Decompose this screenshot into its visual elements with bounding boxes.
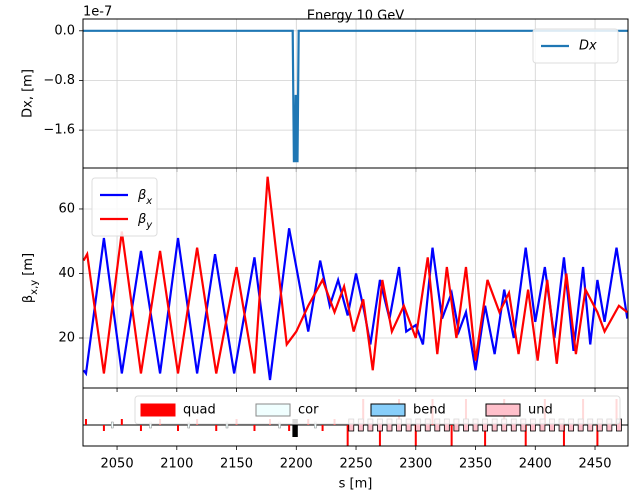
quad [562,425,565,446]
quad [450,425,453,446]
y-tick-label: −1.6 [43,123,75,138]
y-tick-label: 0.0 [54,23,75,38]
legend-swatch [370,403,406,417]
y-axis-label: Dx, [m] [21,69,36,118]
quad [253,425,256,431]
quad [139,425,142,431]
bend [292,419,296,437]
legend-label: βy [137,212,153,231]
x-tick-label: 2100 [160,457,193,472]
bend [294,419,298,437]
quad [414,425,417,446]
quad [484,425,487,446]
y-axis-label: βx,y [m] [21,253,40,303]
offset-text: 1e-7 [83,5,112,20]
axes-frame [82,387,629,447]
x-axis-label: s [m] [339,477,373,492]
legend-box [532,28,619,64]
plot-area [83,176,628,381]
legend-swatch [255,403,291,417]
x-tick-label: 2200 [280,457,313,472]
x-tick-label: 2450 [578,457,611,472]
x-tick-label: 2400 [519,457,552,472]
legend-swatch [140,403,176,417]
quad [215,425,218,431]
quad [120,419,123,425]
quad [596,425,599,446]
quad [102,425,105,431]
legend-label: und [528,403,553,418]
quad [524,425,527,446]
x-tick-label: 2350 [459,457,492,472]
x-tick-label: 2250 [339,457,372,472]
line [83,176,628,374]
quad [321,425,324,431]
plot-area [83,29,628,163]
y-tick-label: 40 [58,266,75,281]
legend-label: quad [183,403,216,418]
quad [288,425,291,431]
legend-box [91,177,158,237]
legend-swatch [485,403,521,417]
legend-label: Dx [579,39,597,54]
line [83,228,628,381]
quad [378,425,381,446]
x-tick-label: 2300 [399,457,432,472]
chart-title: Energy 10 GeV [307,9,404,24]
quad [176,425,179,431]
quad [84,419,87,425]
x-tick-label: 2050 [101,457,134,472]
y-tick-label: 60 [58,201,75,216]
quad [346,425,349,446]
y-tick-label: 20 [58,331,75,346]
line [83,29,628,163]
legend-label: βx [137,188,152,207]
y-tick-label: −0.8 [43,73,75,88]
legend-label: bend [413,403,446,418]
corrector [111,421,114,429]
legend-label: cor [298,403,319,418]
x-tick-label: 2150 [220,457,253,472]
